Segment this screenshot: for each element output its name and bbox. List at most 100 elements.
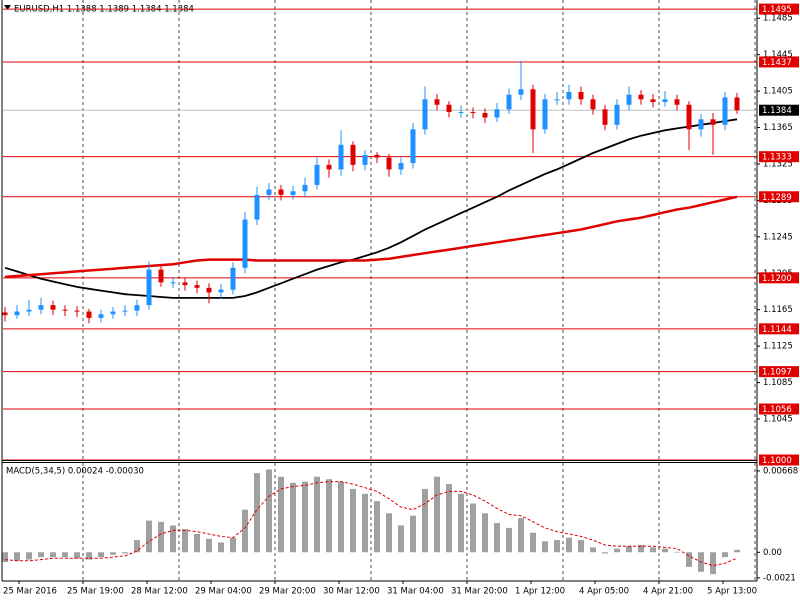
indicator-title: MACD(5,34,5) 0.00024 -0.00030 xyxy=(6,467,144,477)
axis-panel xyxy=(757,0,800,600)
candle-body xyxy=(602,109,608,125)
y-tick-label: 1.1325 xyxy=(763,159,793,169)
candle-body xyxy=(734,97,740,111)
histogram-bar xyxy=(98,552,104,558)
axis-panel xyxy=(0,581,800,600)
y-tick-label: 1.1165 xyxy=(763,305,793,315)
level-box xyxy=(759,272,799,284)
histogram-bar xyxy=(578,540,584,553)
candle-body xyxy=(626,94,632,105)
candle-body xyxy=(326,164,332,170)
last-price-box xyxy=(759,104,799,116)
candle-body xyxy=(662,99,668,103)
histogram-bar xyxy=(170,525,176,553)
candle-body xyxy=(650,99,656,103)
y-tick-label: 1.1245 xyxy=(763,232,793,242)
candle-body xyxy=(338,144,344,170)
candle-body xyxy=(194,285,200,288)
level-label: 1.1200 xyxy=(762,274,792,284)
x-tick-label: 31 Mar 20:00 xyxy=(451,587,508,597)
histogram-bar xyxy=(590,547,596,553)
histogram-bar xyxy=(434,476,440,553)
histogram-bar xyxy=(302,481,308,553)
level-box xyxy=(759,323,799,335)
histogram-bar xyxy=(410,515,416,553)
histogram-bar xyxy=(554,540,560,553)
candle-body xyxy=(638,94,644,100)
x-tick-label: 28 Mar 12:00 xyxy=(131,587,188,597)
candle-body xyxy=(578,92,584,100)
histogram-bar xyxy=(290,482,296,553)
candle-body xyxy=(470,112,476,114)
level-box xyxy=(759,56,799,68)
y-tick-label: 1.1125 xyxy=(763,342,793,352)
x-tick-label: 25 Mar 2016 xyxy=(3,587,57,597)
y-tick-label: 1.1405 xyxy=(763,87,793,97)
histogram-bar xyxy=(62,552,68,558)
candle-body xyxy=(506,94,512,110)
histogram-bar xyxy=(374,501,380,553)
candle-body xyxy=(242,219,248,268)
candle-body xyxy=(206,287,212,293)
histogram-bar xyxy=(38,552,44,558)
candle-body xyxy=(710,119,716,125)
histogram-bar xyxy=(686,552,692,567)
candle-body xyxy=(278,189,284,195)
level-label: 1.1056 xyxy=(762,405,792,415)
candle-body xyxy=(290,191,296,195)
histogram-bar xyxy=(158,521,164,553)
candle-body xyxy=(686,104,692,130)
vertical-grid xyxy=(82,0,756,581)
histogram-bar xyxy=(710,552,716,575)
level-box xyxy=(759,151,799,163)
candle-body xyxy=(302,184,308,192)
histogram-bar xyxy=(122,552,128,554)
level-box xyxy=(759,454,799,466)
histogram-bar xyxy=(446,484,452,553)
histogram-bar xyxy=(362,493,368,553)
candle-body xyxy=(362,154,368,165)
histogram-bar xyxy=(218,542,224,553)
histogram-bar xyxy=(386,513,392,553)
candle-body xyxy=(530,89,536,130)
histogram-bar xyxy=(734,549,740,553)
histogram-bar xyxy=(14,552,20,561)
level-box xyxy=(759,366,799,378)
candle-body xyxy=(422,99,428,130)
candle-body xyxy=(398,163,404,170)
histogram-bar xyxy=(602,552,608,554)
histogram-bar xyxy=(326,479,332,553)
level-label: 1.1333 xyxy=(762,153,792,163)
x-tick-label: 25 Mar 19:00 xyxy=(67,587,124,597)
candle-body xyxy=(446,104,452,113)
candle-body xyxy=(614,104,620,125)
candle-body xyxy=(266,189,272,195)
candle-body xyxy=(158,269,164,283)
histogram-bar xyxy=(74,552,80,559)
y-tick-label: 0.00 xyxy=(763,548,782,558)
level-label: 1.1097 xyxy=(762,368,792,378)
x-tick-label: 29 Mar 20:00 xyxy=(259,587,316,597)
candle-body xyxy=(134,305,140,311)
histogram-bar xyxy=(338,481,344,553)
histogram-bar xyxy=(2,552,8,563)
histogram-bar xyxy=(506,527,512,553)
candle-body xyxy=(410,129,416,164)
histogram-bar xyxy=(542,541,548,553)
candle-body xyxy=(698,119,704,130)
candle-body xyxy=(722,97,728,125)
histogram-bar xyxy=(134,540,140,553)
histogram-bar xyxy=(266,469,272,553)
candle-body xyxy=(494,109,500,118)
histogram-bar xyxy=(530,532,536,553)
histogram-bar xyxy=(194,533,200,553)
candle-body xyxy=(674,99,680,105)
histogram-bar xyxy=(278,476,284,553)
histogram-bar xyxy=(26,552,32,560)
histogram-bar xyxy=(182,529,188,553)
y-tick-label: 1.1085 xyxy=(763,378,793,388)
histogram-bar xyxy=(662,548,668,553)
menu-arrow[interactable] xyxy=(4,5,11,10)
y-tick-label: 1.1365 xyxy=(763,123,793,133)
candle-body xyxy=(26,309,32,312)
